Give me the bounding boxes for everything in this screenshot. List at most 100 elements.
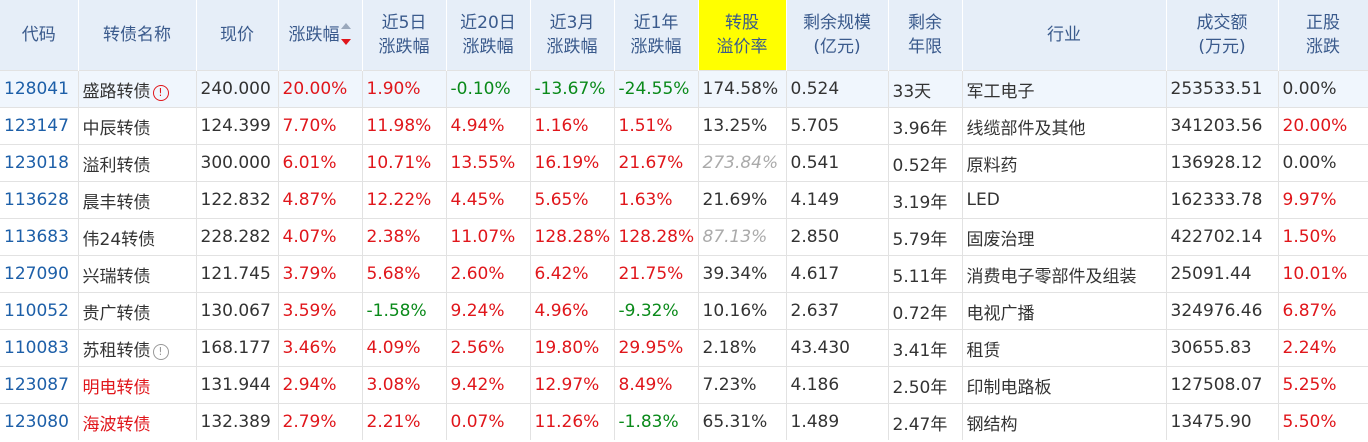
bond-code[interactable]: 113683 [0, 218, 79, 256]
header-years-line2: 年限 [908, 37, 942, 57]
header-industry[interactable]: 行业 [962, 0, 1167, 71]
price: 131.944 [196, 366, 279, 404]
industry: 原料药 [962, 144, 1167, 182]
bond-code[interactable]: 128041 [0, 70, 79, 108]
sort-desc-icon[interactable] [340, 21, 352, 49]
warning-icon[interactable]: ! [152, 84, 169, 101]
info-icon[interactable]: ! [152, 343, 169, 360]
table-row[interactable]: 127090 兴瑞转债 121.745 3.79% 5.68% 2.60% 6.… [0, 255, 1368, 293]
scale: 0.541 [786, 144, 889, 182]
change: 3.59% [278, 292, 363, 330]
stock-change: 20.00% [1278, 107, 1368, 145]
header-change[interactable]: 涨跌幅 [278, 0, 363, 71]
header-name[interactable]: 转债名称 [78, 0, 197, 71]
header-scale-line2: (亿元) [813, 37, 861, 57]
header-code[interactable]: 代码 [0, 0, 79, 71]
table-row[interactable]: 113628 晨丰转债 122.832 4.87% 12.22% 4.45% 5… [0, 181, 1368, 219]
volume: 162333.78 [1166, 181, 1279, 219]
premium: 13.25% [698, 107, 787, 145]
bond-name[interactable]: 苏租转债! [78, 329, 197, 367]
change-1y: 1.63% [614, 181, 699, 219]
change-1y: 1.51% [614, 107, 699, 145]
bond-code[interactable]: 123087 [0, 366, 79, 404]
header-volume-line1: 成交额 [1196, 13, 1248, 33]
header-chg1y[interactable]: 近1年 涨跌幅 [614, 0, 699, 71]
header-chg3m-line1: 近3月 [549, 13, 595, 33]
header-premium[interactable]: 转股 溢价率 [698, 0, 787, 71]
change-20d: 2.60% [446, 255, 531, 293]
volume: 324976.46 [1166, 292, 1279, 330]
bond-name-text[interactable]: 盛路转债 [82, 81, 151, 102]
premium: 65.31% [698, 403, 787, 440]
bond-name[interactable]: 海波转债 [78, 403, 197, 440]
bond-code[interactable]: 127090 [0, 255, 79, 293]
change-1y: -1.83% [614, 403, 699, 440]
bond-name[interactable]: 盛路转债! [78, 70, 197, 108]
price: 130.067 [196, 292, 279, 330]
change-5d: 2.38% [362, 218, 447, 256]
change-5d: 3.08% [362, 366, 447, 404]
premium: 273.84% [698, 144, 787, 182]
header-price[interactable]: 现价 [196, 0, 279, 71]
bond-name[interactable]: 兴瑞转债 [78, 255, 197, 293]
change-1y: 128.28% [614, 218, 699, 256]
header-scale[interactable]: 剩余规模 (亿元) [786, 0, 889, 71]
header-chg20d-line2: 涨跌幅 [462, 37, 514, 57]
bond-code[interactable]: 110052 [0, 292, 79, 330]
stock-change: 2.24% [1278, 329, 1368, 367]
years: 0.52年 [888, 144, 963, 182]
table-row[interactable]: 110052 贵广转债 130.067 3.59% -1.58% 9.24% 4… [0, 292, 1368, 330]
bond-name[interactable]: 晨丰转债 [78, 181, 197, 219]
change-20d: 2.56% [446, 329, 531, 367]
volume: 253533.51 [1166, 70, 1279, 108]
years: 0.72年 [888, 292, 963, 330]
industry: 印制电路板 [962, 366, 1167, 404]
header-chg1y-line1: 近1年 [633, 13, 679, 33]
bond-name[interactable]: 贵广转债 [78, 292, 197, 330]
bond-name-text[interactable]: 苏租转债 [82, 340, 151, 361]
change-20d: 4.45% [446, 181, 531, 219]
stock-change: 9.97% [1278, 181, 1368, 219]
bond-name[interactable]: 溢利转债 [78, 144, 197, 182]
change-1y: 21.75% [614, 255, 699, 293]
volume: 13475.90 [1166, 403, 1279, 440]
header-chg20d[interactable]: 近20日涨跌幅 [446, 0, 531, 71]
header-stock-change[interactable]: 正股 涨跌 [1278, 0, 1368, 71]
table-row[interactable]: 123080 海波转债 132.389 2.79% 2.21% 0.07% 11… [0, 403, 1368, 440]
bond-name[interactable]: 明电转债 [78, 366, 197, 404]
change-20d: 0.07% [446, 403, 531, 440]
table-row[interactable]: 123087 明电转债 131.944 2.94% 3.08% 9.42% 12… [0, 366, 1368, 404]
price: 132.389 [196, 403, 279, 440]
header-chg3m[interactable]: 近3月 涨跌幅 [530, 0, 615, 71]
bond-code[interactable]: 123080 [0, 403, 79, 440]
table-row[interactable]: 128041 盛路转债! 240.000 20.00% 1.90% -0.10%… [0, 70, 1368, 108]
bond-code[interactable]: 113628 [0, 181, 79, 219]
header-premium-line1: 转股 [725, 13, 759, 33]
scale: 0.524 [786, 70, 889, 108]
table-row[interactable]: 113683 伟24转债 228.282 4.07% 2.38% 11.07% … [0, 218, 1368, 256]
header-scale-line1: 剩余规模 [803, 13, 871, 33]
header-chg5d[interactable]: 近5日 涨跌幅 [362, 0, 447, 71]
bond-name[interactable]: 中辰转债 [78, 107, 197, 145]
change: 4.07% [278, 218, 363, 256]
change-3m: -13.67% [530, 70, 615, 108]
stock-change: 1.50% [1278, 218, 1368, 256]
table-row[interactable]: 110083 苏租转债! 168.177 3.46% 4.09% 2.56% 1… [0, 329, 1368, 367]
table-row[interactable]: 123147 中辰转债 124.399 7.70% 11.98% 4.94% 1… [0, 107, 1368, 145]
change-5d: 5.68% [362, 255, 447, 293]
change-1y: 8.49% [614, 366, 699, 404]
bond-code[interactable]: 123147 [0, 107, 79, 145]
premium: 7.23% [698, 366, 787, 404]
bond-name[interactable]: 伟24转债 [78, 218, 197, 256]
change-3m: 1.16% [530, 107, 615, 145]
bond-code[interactable]: 123018 [0, 144, 79, 182]
stock-change: 10.01% [1278, 255, 1368, 293]
years: 2.50年 [888, 366, 963, 404]
header-years[interactable]: 剩余 年限 [888, 0, 963, 71]
header-volume[interactable]: 成交额 (万元) [1166, 0, 1279, 71]
volume: 30655.83 [1166, 329, 1279, 367]
table-row[interactable]: 123018 溢利转债 300.000 6.01% 10.71% 13.55% … [0, 144, 1368, 182]
header-chg20d-line1: 近20日 [460, 13, 516, 33]
bond-code[interactable]: 110083 [0, 329, 79, 367]
